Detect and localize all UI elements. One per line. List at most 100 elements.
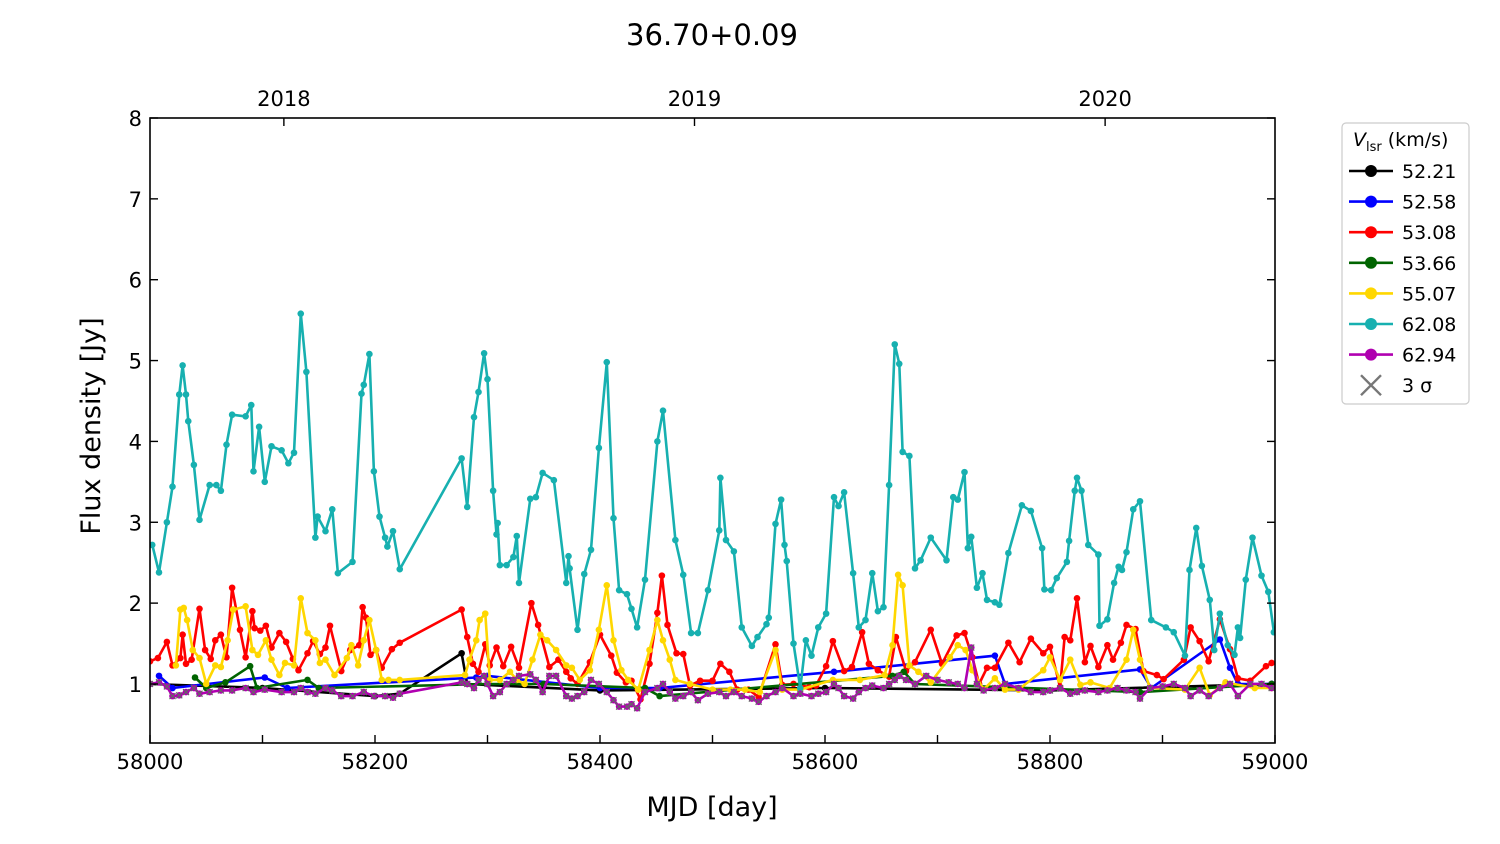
legend-label: 52.58: [1402, 192, 1456, 214]
data-point: [552, 646, 560, 654]
data-point: [615, 586, 623, 594]
data-point: [179, 631, 186, 638]
sigma-marker: [532, 676, 540, 684]
data-point: [1262, 662, 1270, 670]
data-point: [967, 533, 975, 541]
sigma-marker: [503, 680, 511, 688]
data-point: [367, 651, 374, 659]
data-point: [316, 659, 324, 667]
data-point: [521, 680, 528, 688]
data-point: [756, 688, 764, 696]
data-point: [484, 375, 491, 383]
legend-marker: [1365, 318, 1377, 330]
data-point: [1117, 639, 1125, 647]
legend-title: Vlsr (km/s): [1353, 129, 1448, 155]
data-point: [196, 654, 203, 662]
data-point: [906, 662, 913, 669]
sigma-marker: [163, 682, 171, 690]
data-point: [1123, 656, 1130, 664]
sigma-marker: [778, 684, 786, 692]
data-point: [314, 513, 321, 520]
data-point: [1038, 544, 1046, 552]
data-point: [658, 572, 666, 579]
data-point: [943, 556, 950, 564]
data-point: [358, 390, 365, 398]
sigma-marker: [463, 680, 471, 688]
data-point: [1226, 664, 1234, 672]
data-point: [880, 603, 887, 611]
sigma-marker: [615, 703, 623, 711]
data-point: [927, 679, 935, 686]
data-point: [633, 624, 641, 631]
sigma-marker: [1066, 690, 1074, 698]
data-point: [1039, 649, 1047, 657]
data-point: [251, 624, 258, 632]
sigma-marker: [738, 692, 746, 700]
data-point: [282, 638, 290, 646]
sigma-marker: [370, 692, 378, 700]
sigma-marker: [934, 676, 941, 684]
data-point: [654, 616, 661, 624]
sigma-marker: [855, 688, 863, 696]
data-point: [349, 558, 356, 566]
data-point: [704, 586, 712, 594]
sigma-marker: [868, 682, 876, 690]
legend-marker: [1365, 287, 1377, 300]
legend-marker: [1365, 165, 1377, 177]
data-point: [458, 649, 465, 657]
data-point: [709, 677, 716, 685]
data-point: [772, 646, 779, 654]
sigma-marker: [1159, 682, 1166, 690]
data-point: [679, 571, 687, 579]
sigma-marker: [796, 690, 804, 698]
data-point: [190, 461, 198, 469]
sigma-marker: [1001, 680, 1009, 688]
sigma-marker: [880, 684, 887, 692]
sigma-marker: [290, 688, 298, 696]
data-point: [276, 629, 283, 637]
data-point: [261, 674, 269, 681]
sigma-marker: [381, 692, 389, 700]
data-point: [1210, 646, 1218, 654]
data-point: [312, 637, 319, 644]
data-point: [656, 692, 663, 700]
data-point: [696, 677, 704, 685]
sigma-marker: [623, 703, 631, 711]
data-point: [717, 474, 724, 482]
data-point: [281, 659, 289, 667]
data-point: [885, 481, 893, 489]
data-point: [1084, 541, 1092, 549]
data-point: [717, 660, 724, 668]
data-point: [1001, 686, 1009, 693]
data-point: [526, 495, 534, 503]
data-point: [343, 654, 351, 662]
data-point: [196, 605, 203, 613]
data-point: [1041, 586, 1048, 593]
data-point: [496, 676, 504, 684]
data-point: [1066, 656, 1074, 664]
sigma-marker: [1170, 680, 1178, 688]
data-point: [835, 502, 842, 510]
data-point: [1027, 635, 1035, 642]
sigma-marker: [190, 684, 198, 692]
data-point: [983, 664, 991, 672]
data-point: [983, 596, 991, 604]
data-point: [1170, 628, 1178, 636]
data-point: [1123, 548, 1130, 556]
data-point: [1198, 562, 1206, 570]
data-point: [1110, 579, 1118, 587]
legend-marker: [1365, 256, 1377, 269]
data-point: [211, 637, 219, 644]
data-point: [822, 610, 830, 617]
sigma-marker: [304, 688, 311, 696]
data-point: [783, 557, 791, 565]
data-point: [385, 676, 392, 684]
data-point: [868, 569, 876, 577]
data-point: [169, 684, 176, 692]
data-point: [654, 609, 661, 617]
data-point: [741, 686, 749, 693]
legend-item: 52.58: [1349, 192, 1456, 214]
data-point: [196, 516, 203, 524]
data-point: [372, 646, 380, 654]
sigma-marker: [480, 672, 488, 680]
